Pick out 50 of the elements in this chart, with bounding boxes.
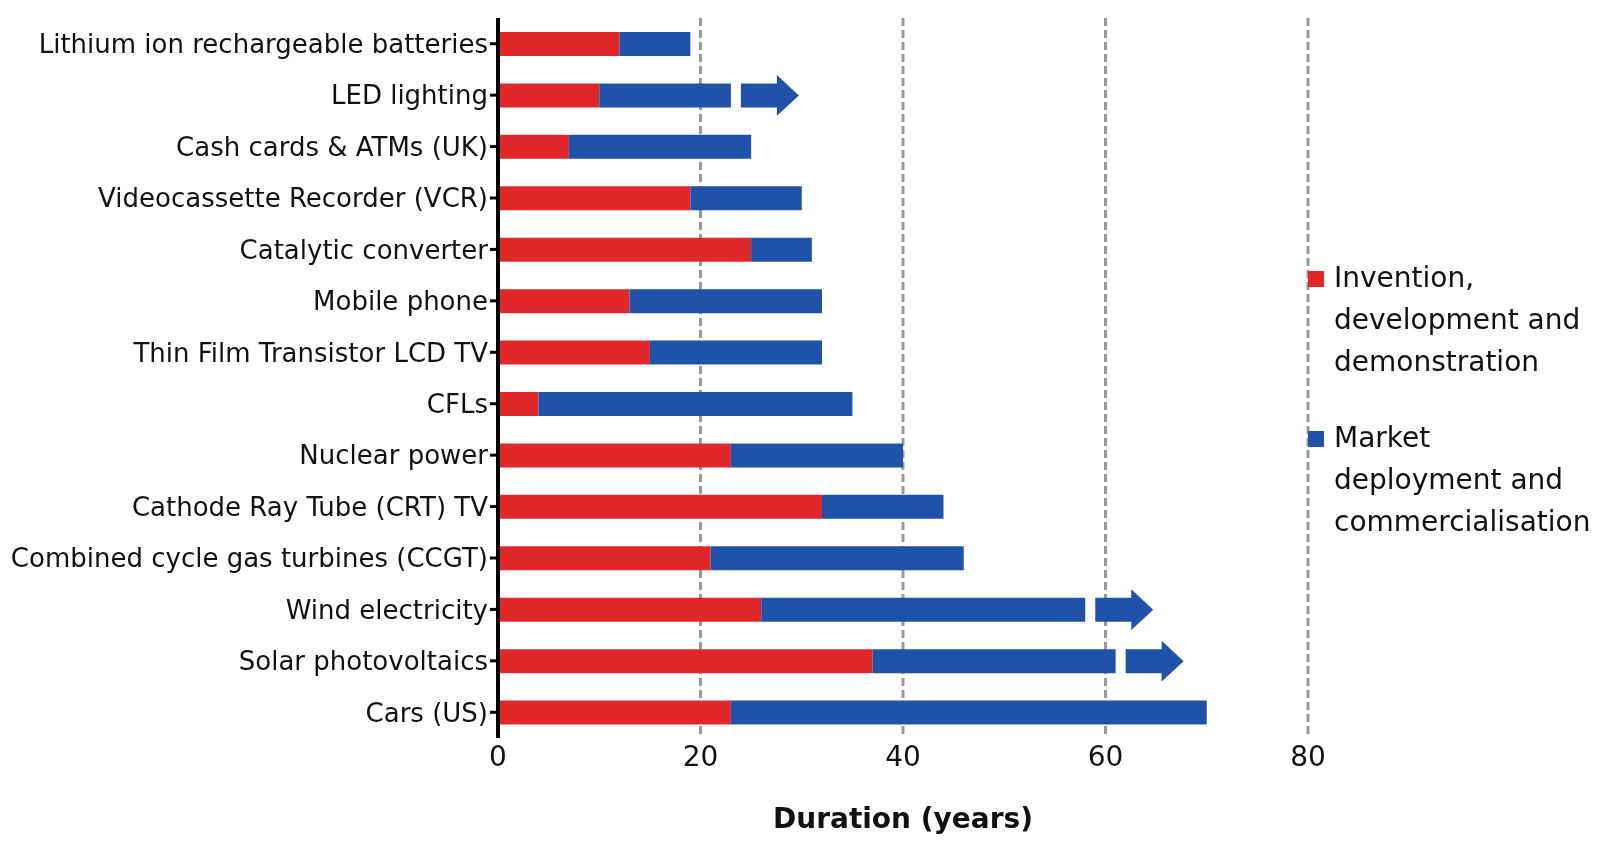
x-tick-label: 20: [682, 739, 719, 773]
bar: [690, 186, 802, 211]
bar: [498, 289, 630, 314]
bar: [730, 443, 903, 468]
y-tick-label: CFLs: [426, 388, 488, 419]
y-tick-label: Lithium ion rechargeable batteries: [38, 28, 488, 59]
y-tick-label: Videocassette Recorder (VCR): [98, 183, 488, 214]
bar: [822, 494, 944, 519]
bar: [498, 494, 822, 519]
bar: [538, 392, 853, 416]
y-tick-label: Thin Film Transistor LCD TV: [132, 337, 489, 368]
bar: [599, 83, 731, 108]
bar: [568, 134, 752, 159]
x-axis-title: Duration (years): [773, 802, 1033, 835]
bar: [498, 443, 731, 468]
y-tick-label: Cathode Ray Tube (CRT) TV: [131, 491, 489, 522]
y-tick-label: Wind electricity: [285, 594, 488, 625]
legend-label: Market deployment and commercialisation: [1334, 420, 1592, 540]
bar: [498, 134, 569, 159]
y-tick-label: Mobile phone: [313, 286, 488, 317]
bar: [619, 32, 691, 56]
x-tick-label: 80: [1290, 739, 1326, 773]
bar: [730, 700, 1207, 725]
x-tick-label: 40: [885, 739, 921, 773]
bar: [498, 649, 873, 674]
bar: [649, 340, 822, 365]
x-tick-label: 0: [489, 739, 507, 773]
bar: [629, 289, 822, 314]
y-tick-label: Cars (US): [365, 697, 488, 728]
bar: [872, 649, 1116, 674]
y-tick-label: Nuclear power: [299, 440, 489, 471]
y-tick-label: Catalytic converter: [239, 234, 489, 265]
bar: [498, 597, 762, 622]
x-tick-label: 60: [1087, 739, 1124, 773]
legend-label: Invention, development and demonstration: [1334, 260, 1582, 380]
y-tick-label: Solar photovoltaics: [238, 646, 488, 677]
bar: [498, 237, 752, 262]
bar: [751, 237, 812, 262]
bar: [498, 340, 650, 365]
bar: [498, 546, 711, 571]
bar: [498, 32, 620, 56]
y-tick-label: Cash cards & ATMs (UK): [176, 131, 488, 162]
bar: [761, 597, 1086, 622]
y-tick-label: LED lighting: [330, 80, 488, 111]
bar: [710, 546, 964, 571]
bar: [498, 392, 539, 416]
y-tick-label: Combined cycle gas turbines (CCGT): [10, 543, 488, 574]
bar: [498, 700, 731, 725]
bar: [498, 186, 691, 211]
bar: [498, 83, 600, 108]
